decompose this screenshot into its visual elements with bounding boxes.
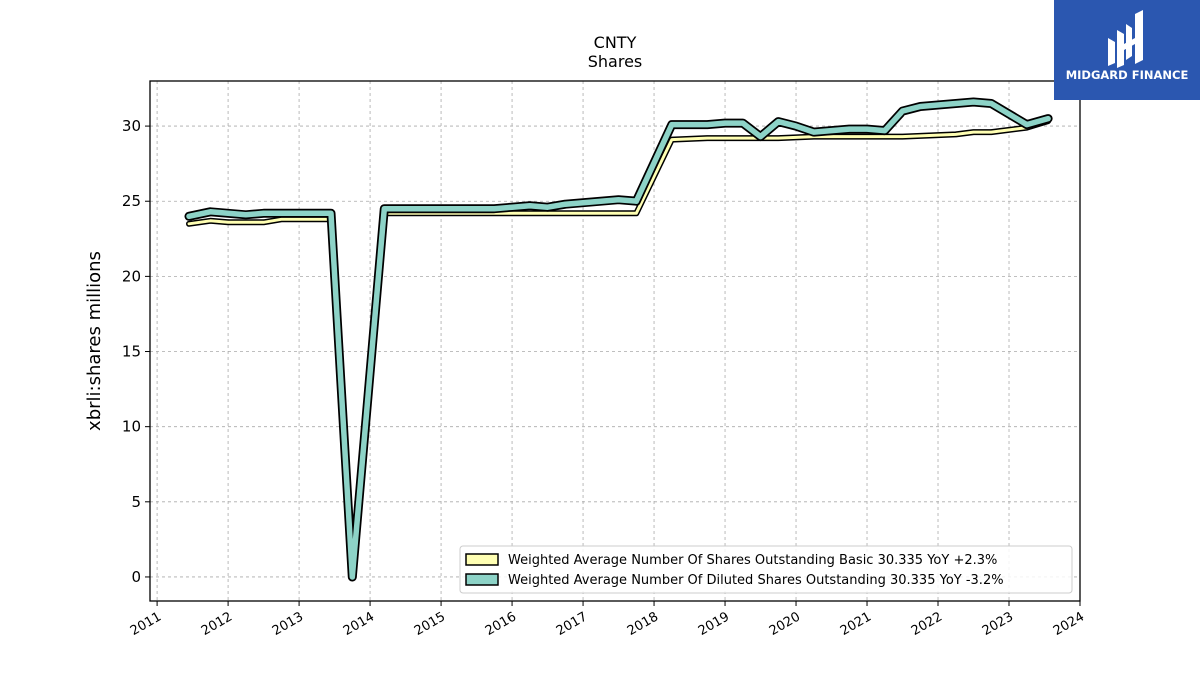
y-tick-label: 30 — [122, 117, 141, 135]
x-tick-label: 2024 — [1051, 609, 1087, 639]
y-axis-label: xbrli:shares millions — [84, 251, 105, 431]
x-tick-label: 2023 — [980, 609, 1016, 639]
x-tick-label: 2018 — [625, 609, 661, 639]
series-1-outline — [184, 97, 1053, 582]
x-tick-label: 2021 — [838, 609, 874, 639]
x-tick-label: 2019 — [696, 609, 732, 639]
x-tick-label: 2022 — [909, 609, 945, 639]
legend: Weighted Average Number Of Shares Outsta… — [459, 545, 1073, 594]
x-axis: 2011 2012 2013 2014 2015 2016 2017 2018 2019 2020… — [128, 601, 1087, 639]
series-0-line — [187, 119, 1050, 579]
x-tick-label: 2011 — [128, 609, 164, 639]
x-tick-label: 2012 — [199, 609, 235, 639]
series-lines — [184, 97, 1053, 582]
midgard-logo-mark-icon — [1108, 10, 1143, 68]
series-0-outline — [186, 118, 1052, 580]
plot-frame — [149, 80, 1081, 602]
x-tick-label: 2020 — [767, 609, 803, 639]
legend-box — [459, 545, 1073, 594]
y-tick-label: 0 — [131, 568, 141, 586]
grid — [150, 81, 1081, 601]
y-tick-label: 15 — [122, 343, 141, 361]
y-tick-label: 10 — [122, 418, 141, 436]
legend-swatch-diluted — [465, 573, 499, 586]
chart-subtitle: Shares — [588, 52, 643, 71]
brand-name: MIDGARD FINANCE — [1065, 68, 1189, 82]
chart-title: CNTY — [594, 33, 637, 52]
x-tick-label: 2013 — [270, 609, 306, 639]
x-tick-label: 2017 — [554, 609, 590, 639]
legend-label-diluted: Weighted Average Number Of Diluted Share… — [508, 573, 1004, 588]
legend-swatch-basic — [465, 553, 499, 566]
y-tick-label: 5 — [131, 493, 141, 511]
x-tick-label: 2015 — [412, 609, 448, 639]
y-tick-label: 20 — [122, 267, 141, 285]
y-tick-label: 25 — [122, 192, 141, 210]
series-1-line — [186, 99, 1051, 580]
legend-label-basic: Weighted Average Number Of Shares Outsta… — [508, 553, 997, 568]
x-tick-label: 2014 — [341, 609, 377, 639]
x-tick-label: 2016 — [483, 609, 519, 639]
brand-logo: MIDGARD FINANCE — [1054, 0, 1200, 100]
y-axis: 0 5 10 15 20 25 30 — [122, 117, 150, 586]
